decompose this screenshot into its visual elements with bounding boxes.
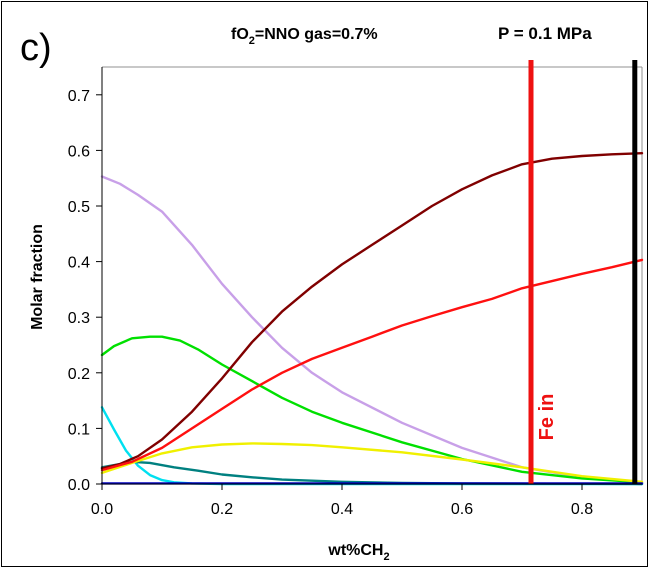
chart-title-pressure: P = 0.1 MPa [498,24,592,43]
series-line-1 [100,175,644,484]
chart-title-conditions: fO2=NNO gas=0.7% [231,26,378,47]
x-tick-label: 0.0 [91,501,113,518]
y-axis-label: Molar fraction [29,224,46,330]
series-line-6 [100,151,644,470]
y-tick-label: 0.2 [68,366,90,383]
y-tick-label: 0.7 [68,88,90,105]
x-tick-label: 0.4 [331,501,353,518]
series-line-7 [100,258,644,472]
x-axis-label-subscript: 2 [383,551,389,563]
x-axis-label-base: wt%CH [327,542,383,559]
x-axis-label: wt%CH2 [327,542,389,563]
y-tick-label: 0.3 [68,310,90,327]
title-fo-rest: =NNO gas=0.7% [255,26,378,43]
series-line-5 [100,442,644,483]
y-tick-label: 0.5 [68,199,90,216]
title-fo-subscript: 2 [249,35,255,47]
y-tick-label: 0.6 [68,143,90,160]
y-tick-label: 0.1 [68,421,90,438]
series-line-2 [100,335,644,484]
vertical-line-label-1: Fe in [536,394,558,441]
x-tick-label: 0.6 [451,501,473,518]
x-tick-label: 0.2 [211,501,233,518]
y-tick-label: 0.4 [68,255,90,272]
y-tick-label: 0.0 [68,477,90,494]
panel-label: c) [20,27,52,69]
title-fo-base: fO [231,26,249,43]
x-tick-label: 0.8 [571,501,593,518]
